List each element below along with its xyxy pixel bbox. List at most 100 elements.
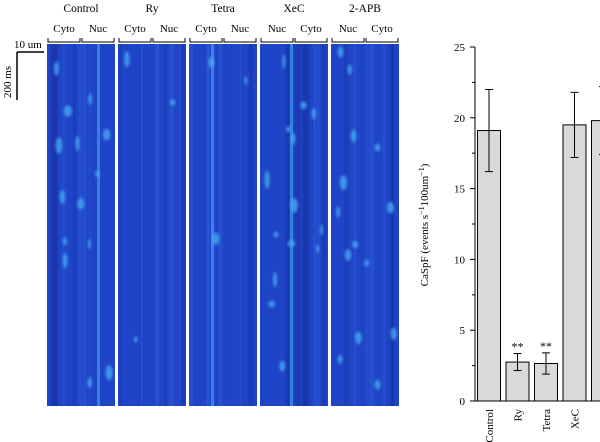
calcium-spark — [290, 198, 298, 213]
region-bracket-left — [189, 38, 223, 43]
linescan-band — [206, 44, 209, 406]
linescan-band — [217, 44, 223, 406]
region-label-right: Cyto — [300, 23, 322, 35]
calcium-spark — [319, 224, 324, 236]
linescan-control — [47, 44, 115, 406]
calcium-spark — [272, 272, 278, 287]
region-label-left: Nuc — [268, 23, 286, 35]
region-label-left: Nuc — [339, 23, 357, 35]
region-bracket-right — [223, 38, 257, 43]
x-tick-label: Control — [484, 409, 496, 442]
linescan-tetra — [189, 44, 257, 406]
linescan-band — [285, 44, 290, 406]
linescan-band — [179, 44, 181, 406]
linescan-band — [119, 44, 122, 406]
region-bracket-left — [331, 38, 365, 43]
calcium-spark — [285, 126, 291, 133]
calcium-spark — [77, 198, 85, 210]
linescan-band — [304, 44, 310, 406]
region-label-right: Nuc — [160, 23, 178, 35]
calcium-spark — [53, 61, 59, 76]
calcium-spark — [336, 206, 341, 219]
linescan-band — [382, 44, 386, 406]
linescan-band — [316, 44, 320, 406]
calcium-spark — [279, 360, 286, 372]
calcium-spark — [264, 170, 270, 189]
calcium-spark — [133, 336, 138, 343]
linescan-band — [248, 44, 254, 406]
y-axis-label-sup2: −1 — [417, 167, 426, 176]
linescan-header: Tetra Cyto Nuc — [189, 3, 257, 43]
linescan-band — [322, 44, 327, 406]
linescan-bright-band — [97, 44, 100, 406]
y-tick-label: 5 — [460, 325, 466, 337]
y-tick-label: 15 — [454, 184, 466, 196]
region-label-right: Nuc — [89, 23, 107, 35]
linescan-background — [331, 44, 399, 406]
region-bracket-left — [47, 38, 81, 43]
calcium-spark — [59, 190, 66, 205]
calcium-spark — [124, 51, 130, 68]
calcium-spark — [87, 238, 91, 249]
bar-tetra: ** — [534, 339, 558, 402]
linescan-strips — [47, 44, 399, 406]
linescan-band — [365, 44, 368, 406]
calcium-spark — [244, 76, 248, 85]
bars: ** ** — [477, 86, 600, 402]
y-tick-label: 25 — [454, 42, 466, 54]
region-bracket-right — [81, 38, 115, 43]
y-axis-label-main: CaSpF (events s — [419, 215, 431, 287]
calcium-spark — [290, 132, 296, 145]
y-axis-label-mid: 100um — [419, 175, 431, 206]
calcium-spark — [374, 143, 381, 152]
linescan-band — [162, 44, 167, 406]
bar — [591, 120, 600, 402]
scale-x-label: 10 um — [14, 39, 42, 51]
calcium-spark — [62, 253, 68, 269]
y-axis-label: CaSpF (events s−1100um−1) — [417, 163, 431, 286]
region-label-left: Cyto — [195, 23, 217, 35]
x-axis: Control Ry Tetra XeC 2-APB — [475, 400, 600, 442]
linescan-band — [368, 44, 375, 406]
linescan-band — [239, 44, 242, 406]
region-bracket-left — [118, 38, 152, 43]
linescan-band — [294, 44, 301, 406]
scale-bar: 10 um 200 ms — [2, 39, 44, 100]
calcium-spark — [339, 175, 348, 191]
linescan-xec — [260, 44, 328, 406]
linescan-band — [62, 44, 67, 406]
bar-2-apb — [591, 86, 600, 402]
calcium-spark — [364, 259, 370, 267]
linescan-2-apb — [331, 44, 399, 406]
linescan-band — [389, 44, 394, 406]
linescan-band — [140, 44, 143, 406]
linescan-band — [189, 44, 194, 406]
linescan-band — [78, 44, 83, 406]
calcium-spark — [300, 101, 307, 110]
calcium-spark — [386, 202, 395, 214]
linescan-band — [54, 44, 58, 406]
calcium-spark — [337, 46, 344, 58]
significance-marker: ** — [512, 340, 524, 354]
calcium-spark — [208, 56, 215, 68]
region-label-left: Cyto — [53, 23, 75, 35]
calcium-spark — [94, 170, 100, 178]
linescan-band — [345, 44, 350, 406]
condition-label: Control — [63, 3, 98, 15]
calcium-spark — [287, 239, 296, 248]
calcium-spark — [87, 376, 93, 389]
calcium-spark — [315, 244, 320, 253]
scale-y-label: 200 ms — [2, 66, 14, 98]
calcium-spark — [88, 93, 93, 105]
linescan-band — [353, 44, 357, 406]
x-tick-label: XeC — [570, 409, 582, 429]
bar-control — [477, 88, 501, 402]
calcium-spark — [374, 379, 381, 390]
condition-label: 2-APB — [349, 3, 381, 15]
y-tick-label: 0 — [460, 396, 466, 408]
significance-marker: ** — [540, 339, 552, 353]
linescan-band — [181, 44, 185, 406]
